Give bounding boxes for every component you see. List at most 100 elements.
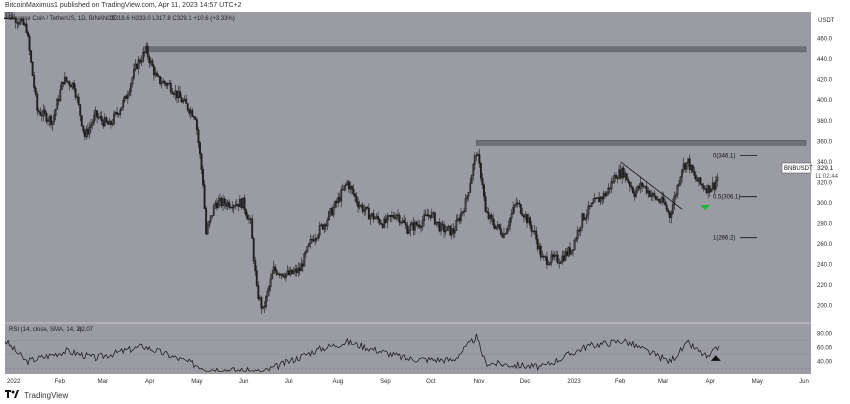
time-axis[interactable] xyxy=(0,374,850,387)
candle-body xyxy=(407,230,410,234)
candle-body xyxy=(269,278,272,287)
candle-body xyxy=(163,80,166,84)
candle-body xyxy=(54,109,57,116)
time-tick-label: Apr xyxy=(706,379,715,385)
price-tick-label: 420.0 xyxy=(817,78,833,84)
candle-body xyxy=(610,181,613,190)
candle-body xyxy=(673,196,676,205)
candle-body xyxy=(125,95,128,99)
fib-levels: 0(346.1) 0.5(306.1) 1(266.2) xyxy=(713,154,757,242)
candle-body xyxy=(421,220,424,228)
candle-body xyxy=(140,60,143,63)
candle-body xyxy=(386,215,389,223)
candle-body xyxy=(628,181,631,187)
price-ticks: 460.0 440.0 420.0 400.0 380.0 360.0 340.0 320.0… xyxy=(817,37,833,310)
candle-body xyxy=(351,185,353,190)
rsi-tick-label: 60.00 xyxy=(817,346,833,352)
time-tick-label: Jun xyxy=(799,379,809,385)
candle-body xyxy=(243,197,246,211)
candle-body xyxy=(355,196,358,203)
candle-body xyxy=(255,270,258,286)
candle-body xyxy=(570,250,573,255)
candle-body xyxy=(343,185,346,190)
candle-body xyxy=(470,175,473,184)
candle-body xyxy=(340,189,343,202)
candle-body xyxy=(415,221,418,226)
candle-body xyxy=(526,214,528,224)
last-price: 329.1 xyxy=(817,165,834,172)
fib-label: 0.5(306.1) xyxy=(713,195,740,201)
candle-body xyxy=(714,180,717,190)
candle-body xyxy=(545,256,548,265)
rsi-pane[interactable] xyxy=(5,324,811,374)
candle-body xyxy=(521,213,524,217)
candle-body xyxy=(73,82,76,90)
candle-body xyxy=(298,267,301,272)
time-tick-label: Jul xyxy=(285,379,293,385)
candle-body xyxy=(133,69,135,79)
candle-body xyxy=(271,273,274,280)
candle-body xyxy=(341,189,344,191)
candle-body xyxy=(702,185,705,189)
candle-body xyxy=(60,81,63,91)
time-tick-label: Mar xyxy=(658,379,668,385)
candle-body xyxy=(105,117,108,123)
candlesticks xyxy=(4,0,719,314)
price-tick-label: 220.0 xyxy=(817,283,833,289)
candle-body xyxy=(37,110,40,113)
candle-body xyxy=(522,215,525,218)
candle-body xyxy=(331,208,333,216)
candle-body xyxy=(59,89,62,102)
candle-body xyxy=(43,109,46,114)
candle-body xyxy=(699,177,702,185)
rsi-label: RSI (14, close, SMA, 14, 2) xyxy=(9,327,82,333)
candle-body xyxy=(113,113,115,124)
candle-body xyxy=(165,82,168,86)
candle-body xyxy=(403,220,406,224)
candle-body xyxy=(630,185,633,188)
candle-body xyxy=(326,219,329,227)
time-tick-label: Feb xyxy=(55,379,66,385)
candle-body xyxy=(357,201,360,208)
candle-body xyxy=(688,158,691,170)
price-chart[interactable]: 0(346.1) 0.5(306.1) 1(266.2) 460.0 440.0 420… xyxy=(0,0,850,387)
price-tick-label: 240.0 xyxy=(817,263,833,269)
candle-body xyxy=(389,215,392,217)
candle-body xyxy=(263,305,266,308)
candle-body xyxy=(653,192,656,197)
candle-body xyxy=(676,184,679,196)
candle-body xyxy=(175,90,178,99)
candle-body xyxy=(398,215,401,223)
candle-body xyxy=(83,130,86,138)
candle-body xyxy=(627,179,630,183)
price-axis[interactable] xyxy=(811,12,850,374)
candle-body xyxy=(314,238,317,242)
candle-body xyxy=(152,65,155,76)
candle-body xyxy=(552,254,555,258)
candle-body xyxy=(265,296,267,308)
candle-body xyxy=(504,233,507,235)
time-tick-label: Apr xyxy=(145,379,154,385)
candle-body xyxy=(283,275,286,278)
candle-body xyxy=(701,183,703,186)
candle-body xyxy=(120,106,123,111)
candle-body xyxy=(409,224,412,231)
candle-body xyxy=(479,163,482,179)
candle-body xyxy=(266,290,269,297)
chart-frame[interactable]: 0(346.1) 0.5(306.1) 1(266.2) 460.0 440.0 420… xyxy=(0,0,850,387)
candle-body xyxy=(495,226,498,229)
candle-body xyxy=(281,273,284,277)
candle-body xyxy=(317,234,320,239)
candle-body xyxy=(136,63,138,69)
candle-body xyxy=(530,224,533,232)
candle-body xyxy=(27,32,29,37)
candle-body xyxy=(612,181,614,183)
candle-body xyxy=(45,112,48,122)
candle-body xyxy=(318,224,321,236)
candle-body xyxy=(171,91,174,94)
candle-body xyxy=(452,228,455,234)
candle-body xyxy=(529,217,532,226)
candle-body xyxy=(232,205,235,209)
candle-body xyxy=(481,178,484,186)
candle-body xyxy=(156,72,158,77)
